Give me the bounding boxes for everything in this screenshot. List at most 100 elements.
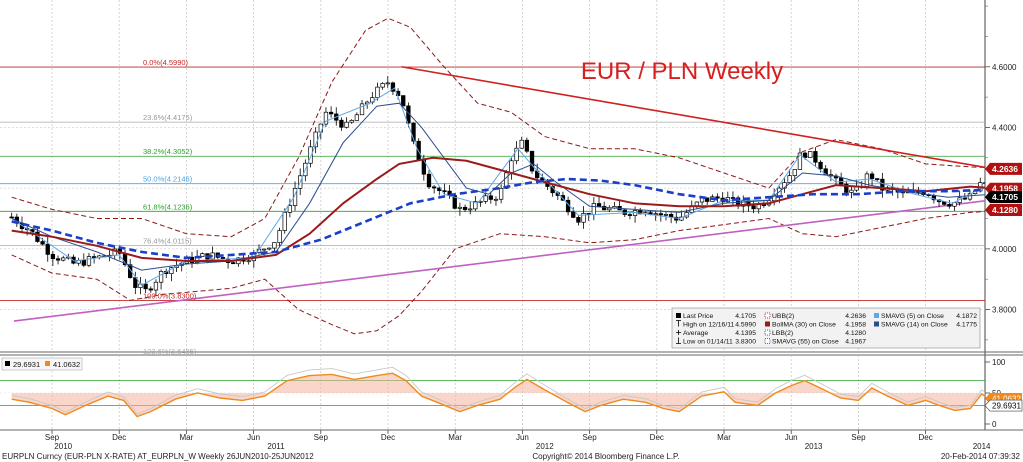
candle-body-down — [751, 205, 756, 210]
date-axis: Sep Dec Mar Jun Sep Dec Mar Jun Sep Dec Mar Jun Sep D… — [45, 430, 991, 451]
rsi-tick-label: 0 — [992, 420, 997, 429]
price-tick-label: 4.6000 — [992, 63, 1017, 72]
candlestick — [602, 201, 607, 211]
lower-bollinger-band — [11, 211, 985, 335]
candlestick — [133, 271, 138, 295]
price-badge-bg — [985, 191, 1022, 204]
candle-body-up — [849, 189, 854, 193]
candle-body-down — [869, 173, 875, 179]
candlestick — [983, 182, 985, 184]
rsi-legend-label: 29.6931 — [13, 360, 40, 369]
candle-body-up — [277, 230, 282, 243]
candlestick — [308, 139, 313, 168]
legend-value: 4.5990 — [735, 322, 756, 329]
year-label: 2012 — [536, 442, 554, 451]
bollinger-ma-icon — [765, 321, 770, 327]
fib-label: 100.0%(3.8300) — [143, 291, 197, 300]
candlestick — [323, 107, 329, 128]
price-badge: 4.1705 — [985, 191, 1022, 204]
legend-value: 4.2636 — [845, 313, 866, 320]
candlestick — [529, 150, 535, 174]
price-badge: 4.1280 — [985, 203, 1022, 216]
candle-body-up — [375, 86, 380, 98]
legend-item: SMAVG (55) on Close 4.1967 — [764, 338, 866, 346]
candle-body-down — [128, 264, 133, 278]
candlestick — [473, 196, 478, 212]
candlestick — [390, 81, 396, 95]
month-label: Jun — [247, 433, 260, 442]
candlestick — [411, 122, 416, 145]
dashed-band-icon — [764, 312, 771, 319]
candlestick — [380, 82, 385, 90]
candle-body-down — [328, 111, 334, 115]
candle-body-up — [756, 204, 761, 210]
candle-body-up — [158, 271, 164, 283]
candle-body-up — [457, 206, 463, 209]
year-label: 2010 — [54, 442, 72, 451]
candle-body-up — [483, 195, 488, 202]
candlestick — [158, 269, 164, 290]
price-badge-label: 4.1280 — [992, 205, 1018, 215]
candlestick — [560, 191, 566, 201]
candle-body-down — [622, 209, 627, 215]
candle-body-up — [514, 147, 519, 162]
candle-body-up — [385, 82, 390, 85]
trendline — [401, 65, 985, 169]
candlestick — [571, 207, 576, 219]
candlestick — [488, 191, 493, 204]
candle-body-down — [411, 122, 416, 142]
rsi-tick-label: 100 — [992, 358, 1006, 367]
candle-body-up — [246, 260, 251, 263]
candlestick — [148, 286, 153, 293]
candle-body-down — [45, 243, 50, 255]
candle-body-down — [576, 217, 581, 223]
candle-body-down — [426, 173, 432, 188]
candle-body-down — [231, 262, 236, 265]
chart-title: EUR / PLN Weekly — [581, 58, 783, 85]
smavg-14-icon — [874, 321, 879, 327]
legend-value: 4.1395 — [735, 330, 756, 337]
candle-body-up — [349, 120, 354, 123]
high-icon — [676, 320, 681, 327]
candlestick — [705, 197, 710, 205]
candlestick — [385, 76, 390, 88]
legend-value: 4.1872 — [956, 313, 977, 320]
candle-body-down — [602, 205, 607, 211]
price-tick-label: 4.0000 — [992, 245, 1017, 254]
candlestick — [287, 198, 293, 218]
legend-value: 4.1958 — [845, 322, 866, 329]
candlestick — [359, 99, 365, 116]
candle-body-up — [200, 253, 205, 257]
candle-body-up — [493, 198, 499, 201]
legend-item: BollMA (30) on Close 4.1958 — [765, 321, 866, 329]
candle-body-down — [143, 283, 148, 290]
price-badge-bg — [985, 162, 1022, 175]
legend-label: SMAVG (14) on Close — [881, 322, 948, 329]
smavg-55-line — [11, 177, 985, 260]
legend-label: SMAVG (55) on Close — [772, 339, 839, 346]
candle-body-down — [596, 203, 602, 207]
smavg-5-line — [11, 87, 985, 286]
candle-body-up — [153, 281, 159, 291]
candle-body-down — [442, 190, 447, 192]
dashed-band-icon — [764, 329, 771, 336]
candle-body-up — [581, 213, 586, 223]
price-panel — [0, 0, 985, 352]
candle-body-up — [591, 203, 597, 215]
legend-value: 4.1705 — [735, 313, 756, 320]
candle-body-up — [86, 256, 92, 266]
candle-body-down — [947, 204, 952, 207]
month-label: Mar — [180, 433, 194, 442]
rsi-shaded-area — [11, 373, 985, 417]
fib-label: 0.0%(4.5990) — [143, 58, 189, 67]
candle-body-up — [272, 242, 277, 249]
candlestick — [426, 170, 432, 189]
candle-body-up — [61, 257, 66, 261]
candlestick — [519, 136, 524, 149]
price-badge-bg — [985, 203, 1022, 216]
year-label: 2013 — [805, 442, 823, 451]
candlestick — [514, 141, 519, 165]
